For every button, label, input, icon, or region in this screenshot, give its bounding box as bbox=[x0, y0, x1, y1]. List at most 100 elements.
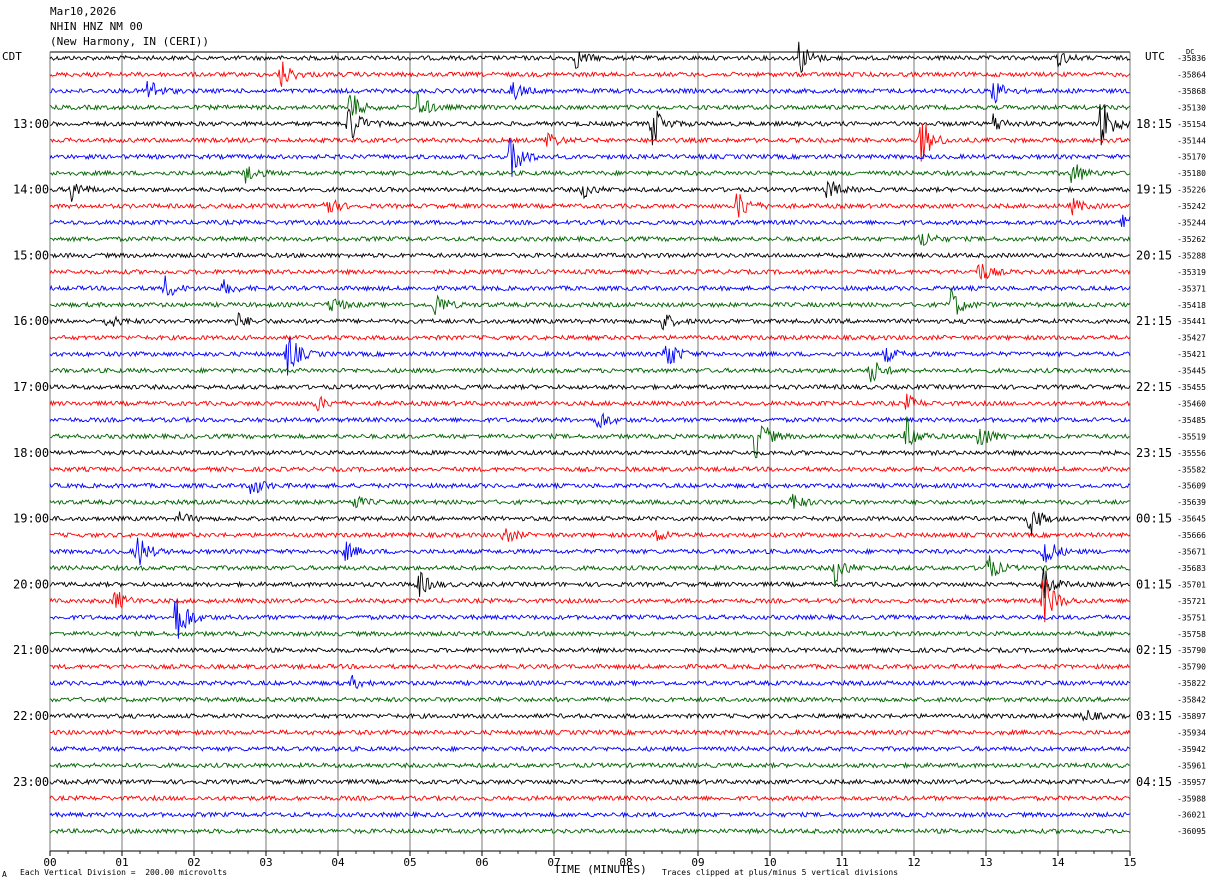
dc-offset-label: -36095 bbox=[1177, 827, 1206, 836]
seismic-trace bbox=[49, 646, 1131, 654]
seismic-trace bbox=[49, 709, 1131, 722]
dc-offset-label: -35751 bbox=[1177, 613, 1206, 622]
right-hour-label: 21:15 bbox=[1136, 314, 1172, 328]
seismic-trace bbox=[49, 393, 1131, 412]
x-tick-label: 13 bbox=[979, 856, 992, 869]
seismic-trace bbox=[49, 567, 1130, 599]
dc-offset-label: -35934 bbox=[1177, 728, 1206, 737]
x-tick-label: 08 bbox=[619, 856, 632, 869]
seismic-trace bbox=[49, 263, 1131, 281]
dc-offset-label: -35864 bbox=[1177, 70, 1206, 79]
right-hour-label: 00:15 bbox=[1136, 512, 1172, 526]
seismic-trace bbox=[49, 599, 1131, 639]
dc-offset-label: -35897 bbox=[1177, 712, 1206, 721]
scale-note: Each Vertical Division = 200.00 microvol… bbox=[20, 868, 228, 877]
seismic-trace bbox=[49, 528, 1131, 543]
seismic-trace bbox=[49, 337, 1131, 376]
dc-offset-label: -35242 bbox=[1177, 202, 1206, 211]
right-hour-label: 04:15 bbox=[1136, 775, 1172, 789]
seismic-trace bbox=[49, 674, 1131, 690]
dc-offset-label: -35226 bbox=[1177, 186, 1206, 195]
dc-offset-label: -35683 bbox=[1177, 564, 1206, 573]
seismic-trace bbox=[49, 761, 1131, 770]
right-hour-label: 19:15 bbox=[1136, 183, 1172, 197]
header-date: Mar10,2026 bbox=[50, 5, 117, 18]
dc-label: DC bbox=[1186, 48, 1195, 56]
left-hour-label: 16:00 bbox=[13, 314, 49, 328]
x-tick-label: 15 bbox=[1123, 856, 1136, 869]
dc-offset-label: -35445 bbox=[1177, 367, 1206, 376]
x-tick-label: 14 bbox=[1051, 856, 1065, 869]
seismic-trace bbox=[49, 214, 1131, 228]
seismic-trace bbox=[49, 80, 1131, 104]
x-tick-label: 10 bbox=[763, 856, 776, 869]
dc-offset-label: -35582 bbox=[1177, 465, 1206, 474]
x-tick-label: 05 bbox=[403, 856, 416, 869]
dc-offset-label: -35790 bbox=[1177, 646, 1206, 655]
right-hour-label: 01:15 bbox=[1136, 577, 1172, 591]
dc-offset-label: -35701 bbox=[1177, 580, 1206, 589]
x-tick-label: 09 bbox=[691, 856, 704, 869]
dc-offset-label: -35180 bbox=[1177, 169, 1206, 178]
seismic-trace bbox=[49, 123, 1131, 162]
right-hour-label: 22:15 bbox=[1136, 380, 1172, 394]
x-tick-label: 03 bbox=[259, 856, 272, 869]
left-timezone-label: CDT bbox=[2, 50, 22, 63]
dc-offset-label: -35957 bbox=[1177, 778, 1206, 787]
seismic-trace bbox=[49, 362, 1131, 383]
dc-offset-label: -35485 bbox=[1177, 416, 1206, 425]
dc-offset-label: -35758 bbox=[1177, 630, 1206, 639]
dc-offset-label: -35639 bbox=[1177, 498, 1206, 507]
seismic-trace bbox=[49, 41, 1131, 74]
seismic-trace bbox=[49, 630, 1131, 638]
dc-offset-label: -35319 bbox=[1177, 268, 1206, 277]
seismic-trace bbox=[49, 61, 1131, 87]
seismic-trace bbox=[49, 537, 1131, 566]
seismic-trace bbox=[49, 696, 1131, 704]
dc-offset-label: -35942 bbox=[1177, 745, 1206, 754]
seismic-trace bbox=[49, 275, 1131, 297]
dc-offset-label: -35170 bbox=[1177, 153, 1206, 162]
dc-offset-label: -35836 bbox=[1177, 54, 1206, 63]
dc-offset-label: -35441 bbox=[1177, 317, 1206, 326]
dc-offset-label: -35609 bbox=[1177, 482, 1206, 491]
dc-offset-label: -35460 bbox=[1177, 399, 1206, 408]
dc-offset-label: -35288 bbox=[1177, 251, 1206, 260]
seismic-trace bbox=[49, 663, 1131, 671]
seismic-trace bbox=[49, 493, 1131, 509]
dc-offset-label: -36021 bbox=[1177, 811, 1206, 820]
dc-offset-label: -35262 bbox=[1177, 235, 1206, 244]
seismic-trace bbox=[49, 510, 1131, 535]
seismic-trace bbox=[49, 232, 1131, 246]
dc-offset-label: -35455 bbox=[1177, 383, 1206, 392]
dc-offset-label: -35154 bbox=[1177, 120, 1206, 129]
seismic-trace bbox=[49, 778, 1131, 786]
dc-offset-label: -35556 bbox=[1177, 449, 1206, 458]
dc-offset-label: -35371 bbox=[1177, 284, 1206, 293]
x-tick-label: 04 bbox=[331, 856, 345, 869]
seismic-trace bbox=[49, 745, 1131, 753]
x-tick-label: 06 bbox=[475, 856, 488, 869]
left-hour-label: 17:00 bbox=[13, 380, 49, 394]
dc-offset-label: -35721 bbox=[1177, 597, 1206, 606]
dc-offset-label: -35790 bbox=[1177, 663, 1206, 672]
dc-offset-label: -35666 bbox=[1177, 531, 1206, 540]
clip-note: Traces clipped at plus/minus 5 vertical … bbox=[662, 868, 899, 877]
dc-offset-label: -35842 bbox=[1177, 696, 1206, 705]
header-location: (New Harmony, IN (CERI)) bbox=[50, 35, 209, 48]
seismic-trace bbox=[49, 449, 1131, 457]
seismic-trace bbox=[49, 416, 1131, 459]
dc-offset-label: -35427 bbox=[1177, 334, 1206, 343]
seismic-trace bbox=[49, 334, 1131, 342]
right-hour-label: 23:15 bbox=[1136, 446, 1172, 460]
left-hour-label: 15:00 bbox=[13, 248, 49, 262]
left-hour-label: 13:00 bbox=[13, 117, 49, 131]
dc-offset-label: -35988 bbox=[1177, 794, 1206, 803]
left-hour-label: 21:00 bbox=[13, 643, 49, 657]
x-tick-label: 11 bbox=[835, 856, 848, 869]
seismic-trace bbox=[49, 193, 1131, 218]
dc-offset-label: -35244 bbox=[1177, 219, 1206, 228]
seismic-trace bbox=[50, 728, 1131, 737]
right-hour-label: 20:15 bbox=[1136, 248, 1172, 262]
seismic-trace bbox=[49, 251, 1131, 259]
